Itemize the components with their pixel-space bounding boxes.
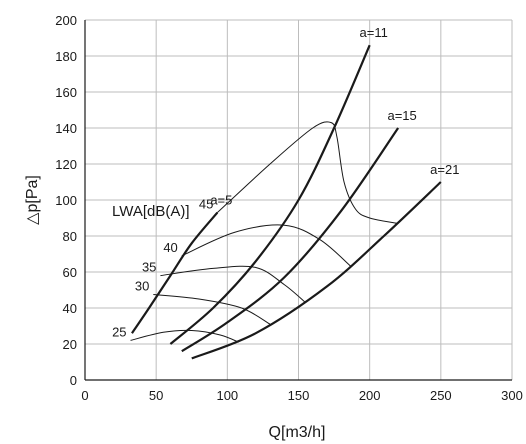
label-lwa-25: 25 [112, 324, 126, 339]
x-tick-label: 300 [501, 388, 523, 403]
setting-curve-a-11 [169, 44, 371, 345]
sound-curve-35 [160, 265, 306, 303]
y-tick-label: 120 [55, 157, 77, 172]
y-tick-label: 80 [63, 229, 77, 244]
label-a-15: a=15 [387, 108, 416, 123]
curve-labels: a=5 a=11 a=15 a=21 25 30 35 40 45 [112, 25, 459, 339]
tick-labels: 0 50 100 150 200 250 300 0 20 40 60 80 100 120 140 160 1… [55, 13, 523, 403]
label-a-21: a=21 [430, 162, 459, 177]
sound-curve-45 [217, 121, 399, 224]
y-tick-label: 20 [63, 337, 77, 352]
label-lwa-30: 30 [135, 279, 149, 294]
y-tick-label: 140 [55, 121, 77, 136]
y-axis-label: △p[Pa] [24, 175, 41, 225]
label-a-5: a=5 [210, 193, 232, 208]
x-tick-label: 0 [81, 388, 88, 403]
x-tick-label: 150 [288, 388, 310, 403]
sound-curve-30 [153, 294, 271, 325]
label-lwa-40: 40 [163, 240, 177, 255]
y-tick-label: 0 [70, 373, 77, 388]
x-tick-label: 200 [359, 388, 381, 403]
axes [84, 20, 512, 381]
sound-curve-40 [181, 224, 352, 267]
gridlines [85, 19, 513, 380]
y-tick-label: 180 [55, 49, 77, 64]
y-tick-label: 40 [63, 301, 77, 316]
y-tick-label: 160 [55, 85, 77, 100]
x-tick-label: 100 [216, 388, 238, 403]
x-tick-label: 50 [149, 388, 163, 403]
setting-curve-a-5 [131, 211, 219, 334]
label-lwa-45: 45 [199, 197, 213, 212]
sound-curve-25 [130, 329, 239, 343]
curves [130, 44, 442, 360]
x-axis-label: Q[m3/h] [269, 424, 326, 441]
label-lwa-35: 35 [142, 260, 156, 275]
setting-curve-a-15 [181, 127, 400, 353]
y-tick-label: 200 [55, 13, 77, 28]
sound-level-annotation: LWA[dB(A)] [112, 203, 190, 220]
x-tick-label: 250 [430, 388, 452, 403]
y-tick-label: 100 [55, 193, 77, 208]
label-a-11: a=11 [360, 25, 388, 40]
y-tick-label: 60 [63, 265, 77, 280]
setting-curve-a-21 [191, 181, 442, 360]
